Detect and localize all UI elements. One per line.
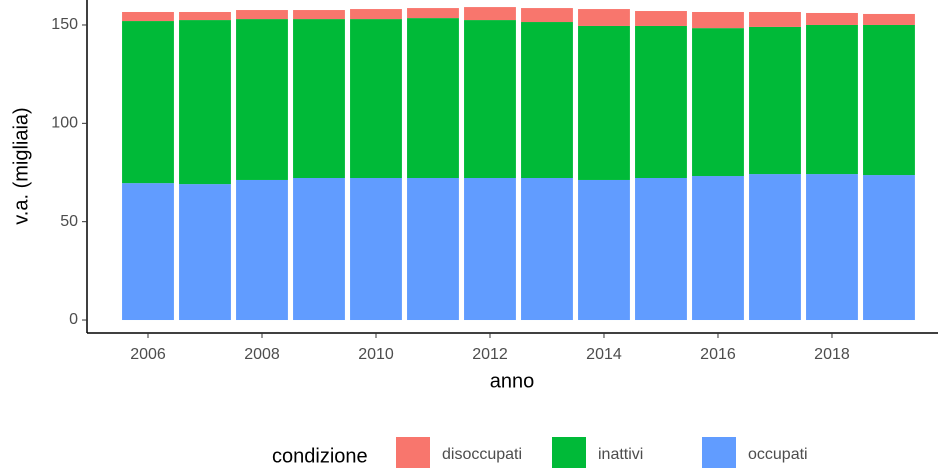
legend-label: inattivi	[598, 446, 643, 463]
bar-segment	[407, 178, 459, 321]
bar-segment	[635, 178, 687, 321]
y-axis-title: v.a. (migliaia)	[10, 107, 32, 224]
bar-segment	[122, 11, 174, 22]
bar-segment	[179, 20, 231, 185]
bar-segment	[749, 26, 801, 175]
bar-segment	[407, 18, 459, 179]
bar-segment	[122, 183, 174, 321]
bar-segment	[806, 24, 858, 175]
legend-swatch	[552, 437, 586, 468]
bar-segment	[749, 174, 801, 321]
x-tick-label: 2010	[358, 346, 394, 363]
legend-label: disoccupati	[442, 446, 522, 463]
legend-title: condizione	[272, 445, 368, 467]
x-tick-label: 2018	[814, 346, 850, 363]
bar-segment	[464, 178, 516, 321]
y-tick-label: 100	[51, 115, 78, 132]
x-axis-title: anno	[490, 370, 535, 392]
bar-segment	[236, 10, 288, 20]
bar-segment	[464, 20, 516, 179]
bar-segment	[635, 25, 687, 179]
bar-segment	[122, 21, 174, 184]
y-tick-label: 50	[60, 213, 78, 230]
bar-segment	[236, 179, 288, 321]
y-tick-label: 0	[69, 311, 78, 328]
legend-swatch	[702, 437, 736, 468]
bar-segment	[578, 179, 630, 321]
bar-segment	[863, 13, 915, 25]
bar-segment	[692, 11, 744, 29]
x-tick-label: 2014	[586, 346, 622, 363]
bar-segment	[635, 11, 687, 26]
bar-segment	[692, 28, 744, 177]
bar-segment	[749, 11, 801, 27]
bar-segment	[350, 19, 402, 179]
bar-segment	[179, 11, 231, 21]
legend-swatch	[396, 437, 430, 468]
legend-label: occupati	[748, 446, 808, 463]
bar-segment	[578, 25, 630, 180]
bar-segment	[179, 184, 231, 321]
bar-segment	[293, 19, 345, 179]
bar-segment	[521, 178, 573, 321]
bar-segment	[578, 9, 630, 26]
bar-segment	[464, 7, 516, 21]
bar-segment	[863, 24, 915, 176]
x-tick-label: 2008	[244, 346, 280, 363]
x-tick-label: 2012	[472, 346, 508, 363]
bar-segment	[692, 176, 744, 321]
bar-segment	[806, 12, 858, 25]
x-tick-label: 2006	[130, 346, 166, 363]
bar-segment	[350, 178, 402, 321]
bar-segment	[293, 10, 345, 20]
bar-segment	[521, 8, 573, 23]
bar-segment	[350, 9, 402, 20]
y-tick-label: 150	[51, 16, 78, 33]
bar-segment	[407, 8, 459, 19]
bar-segment	[236, 19, 288, 180]
bar-segment	[863, 175, 915, 321]
bar-segment	[293, 178, 345, 321]
bar-segment	[521, 22, 573, 179]
bar-segment	[806, 174, 858, 321]
x-tick-label: 2016	[700, 346, 736, 363]
